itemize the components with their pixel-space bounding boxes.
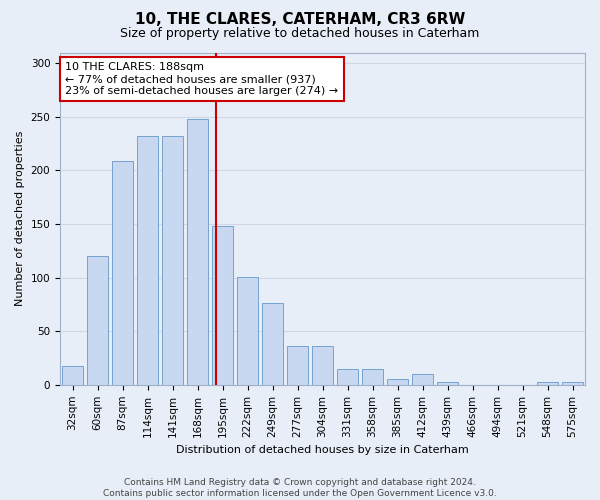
Text: 10, THE CLARES, CATERHAM, CR3 6RW: 10, THE CLARES, CATERHAM, CR3 6RW <box>135 12 465 28</box>
Bar <box>237 276 258 385</box>
Bar <box>562 382 583 385</box>
Bar <box>262 304 283 385</box>
X-axis label: Distribution of detached houses by size in Caterham: Distribution of detached houses by size … <box>176 445 469 455</box>
Bar <box>537 382 558 385</box>
Bar <box>412 374 433 385</box>
Bar <box>87 256 108 385</box>
Bar <box>62 366 83 385</box>
Bar <box>187 119 208 385</box>
Bar <box>287 346 308 385</box>
Text: 10 THE CLARES: 188sqm
← 77% of detached houses are smaller (937)
23% of semi-det: 10 THE CLARES: 188sqm ← 77% of detached … <box>65 62 338 96</box>
Text: Size of property relative to detached houses in Caterham: Size of property relative to detached ho… <box>121 28 479 40</box>
Bar <box>437 382 458 385</box>
Bar <box>212 226 233 385</box>
Bar <box>362 368 383 385</box>
Bar <box>337 368 358 385</box>
Y-axis label: Number of detached properties: Number of detached properties <box>15 131 25 306</box>
Bar <box>312 346 333 385</box>
Bar <box>387 380 408 385</box>
Text: Contains HM Land Registry data © Crown copyright and database right 2024.
Contai: Contains HM Land Registry data © Crown c… <box>103 478 497 498</box>
Bar <box>112 161 133 385</box>
Bar <box>137 136 158 385</box>
Bar <box>162 136 183 385</box>
